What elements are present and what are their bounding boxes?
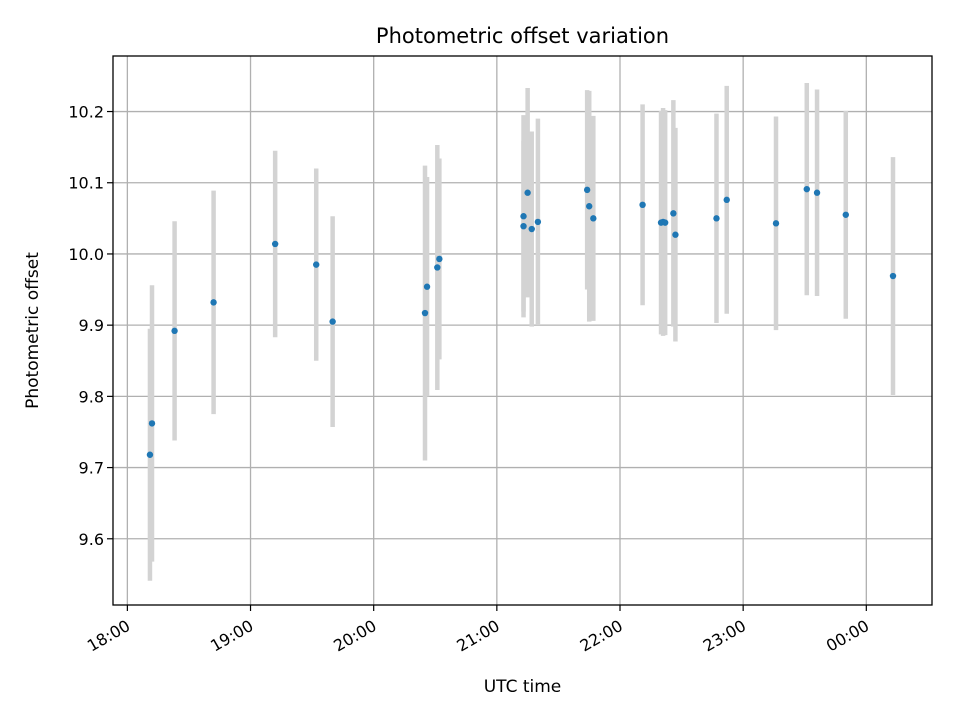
- data-point: [889, 272, 897, 280]
- data-point: [171, 327, 178, 335]
- y-tick-label: 10.2: [68, 103, 104, 122]
- data-point: [534, 218, 542, 226]
- x-tick-label: 23:00: [700, 616, 749, 656]
- data-point: [313, 261, 320, 268]
- data-point: [210, 299, 217, 306]
- data-point: [639, 201, 646, 209]
- data-point: [713, 215, 720, 222]
- plot-frame: [112, 55, 933, 606]
- x-axis-ticks: 18:00 19:00 20:00 21:00 22:00 23:00 00:00: [84, 605, 872, 656]
- y-tick-label: 9.7: [79, 459, 104, 478]
- data-points: [146, 185, 897, 458]
- x-tick-label: 00:00: [823, 616, 872, 656]
- data-point: [329, 318, 336, 325]
- y-tick-label: 10.0: [68, 245, 104, 264]
- data-point: [520, 222, 527, 230]
- data-point: [148, 420, 156, 427]
- data-point: [842, 211, 849, 218]
- data-point: [586, 203, 593, 210]
- data-point: [670, 210, 677, 217]
- data-point: [524, 189, 531, 196]
- data-point: [803, 185, 810, 193]
- data-point: [583, 186, 591, 194]
- data-point: [528, 225, 535, 233]
- data-point: [434, 264, 441, 271]
- x-axis-label: UTC time: [484, 677, 562, 697]
- data-point: [590, 215, 597, 222]
- y-axis-label: Photometric offset: [23, 252, 43, 409]
- x-tick-label: 20:00: [330, 616, 379, 656]
- data-point: [813, 189, 821, 196]
- data-point: [146, 451, 154, 458]
- y-tick-label: 9.6: [79, 530, 104, 549]
- y-axis-ticks: 9.6 9.7 9.8 9.9 10.0 10.1 10.2: [68, 103, 113, 549]
- data-point: [421, 309, 429, 317]
- data-point: [436, 255, 443, 263]
- data-point: [271, 240, 279, 248]
- data-point: [661, 219, 669, 226]
- data-point: [723, 196, 730, 204]
- data-point: [423, 283, 431, 290]
- data-point: [672, 231, 679, 238]
- y-tick-label: 9.8: [79, 387, 104, 406]
- data-point: [772, 220, 780, 227]
- y-tick-label: 10.1: [68, 174, 104, 193]
- x-tick-label: 18:00: [84, 616, 133, 656]
- x-tick-label: 19:00: [207, 616, 256, 656]
- data-point: [520, 213, 527, 220]
- chart-title: Photometric offset variation: [376, 24, 669, 48]
- x-tick-label: 22:00: [577, 616, 626, 656]
- y-tick-label: 9.9: [79, 316, 104, 335]
- x-tick-label: 21:00: [453, 616, 502, 656]
- error-bars: [147, 83, 896, 581]
